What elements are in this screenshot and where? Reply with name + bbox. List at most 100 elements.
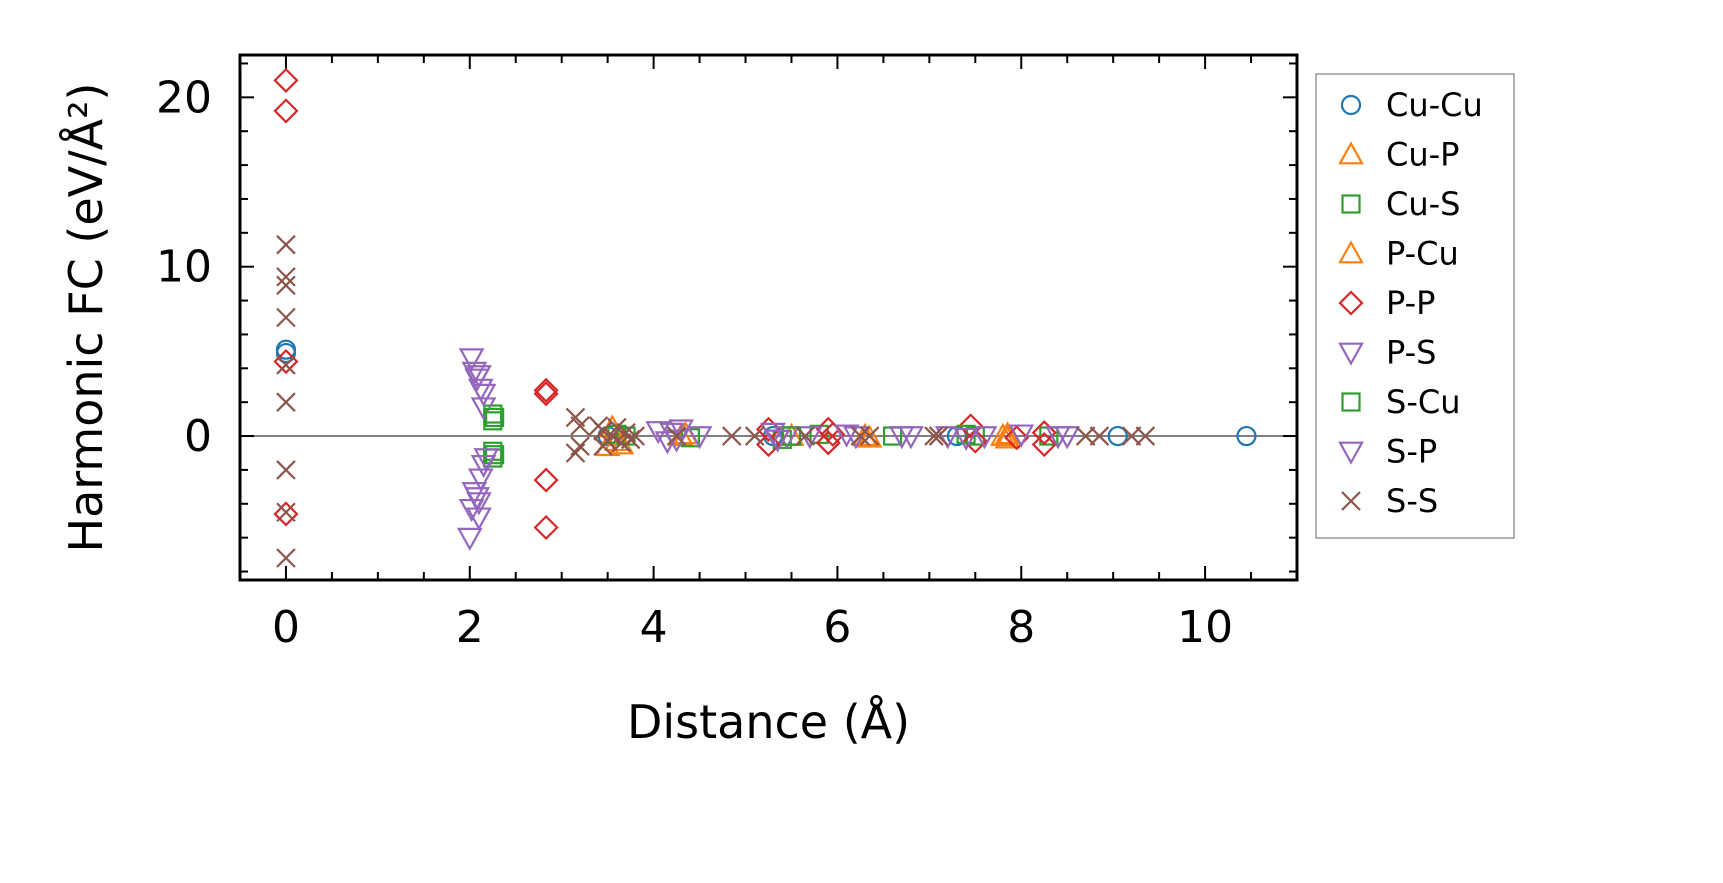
legend-label: S-Cu <box>1386 383 1460 421</box>
data-point <box>466 365 492 389</box>
data-point <box>533 381 559 407</box>
data-point <box>276 355 296 375</box>
data-point <box>833 424 860 448</box>
data-point <box>1107 425 1128 447</box>
data-point <box>275 342 297 364</box>
data-point <box>1008 424 1035 448</box>
data-point <box>593 436 613 456</box>
data-points <box>273 67 1257 568</box>
data-point <box>953 427 979 452</box>
data-point <box>764 429 791 453</box>
legend-label: P-P <box>1386 284 1435 322</box>
data-point <box>466 492 492 516</box>
data-point <box>809 424 829 444</box>
data-point <box>856 424 883 448</box>
legend-marker <box>1338 240 1364 264</box>
data-point <box>721 426 742 446</box>
legend-marker <box>1341 392 1361 412</box>
legend-label: Cu-P <box>1386 136 1459 174</box>
data-point <box>276 460 296 480</box>
legend-marker <box>1338 290 1364 316</box>
x-tick-label: 4 <box>640 602 668 653</box>
tick-labels: 0 2 4 6 8 10 0 10 20 <box>156 72 1233 653</box>
data-point <box>666 426 687 446</box>
data-point <box>1054 426 1081 450</box>
series-s-p <box>466 365 1081 531</box>
data-point <box>276 275 296 296</box>
legend: Cu-Cu Cu-P Cu-S P-Cu P-P P-S S-Cu S-P S-S <box>1315 73 1515 539</box>
plot-frame <box>238 53 1299 582</box>
data-point <box>273 67 299 93</box>
data-point <box>473 448 500 472</box>
data-point <box>483 411 503 431</box>
data-point <box>533 377 559 403</box>
data-point <box>755 416 782 442</box>
data-point <box>570 416 590 436</box>
legend-marker <box>1338 441 1364 465</box>
legend-item: P-S <box>1338 334 1436 372</box>
data-point <box>458 348 485 372</box>
data-point <box>928 426 949 446</box>
y-tick-label: 20 <box>156 72 212 123</box>
legend-item: S-P <box>1338 433 1437 471</box>
data-point <box>1031 431 1057 458</box>
x-tick-label: 6 <box>823 602 851 653</box>
plot-area: 0 2 4 6 8 10 0 10 20 <box>156 53 1299 653</box>
data-point <box>994 425 1021 449</box>
data-point <box>744 426 765 446</box>
legend-label: Cu-S <box>1386 185 1460 223</box>
data-point <box>533 467 559 493</box>
legend-marker <box>1338 141 1364 165</box>
y-axis-label: Harmonic FC (eV/Å²) <box>59 83 113 553</box>
legend-marker <box>1341 194 1361 214</box>
data-point <box>276 548 296 568</box>
data-point <box>276 307 296 328</box>
data-point <box>484 445 505 465</box>
data-point <box>994 421 1021 445</box>
data-point <box>570 436 590 456</box>
data-point <box>1135 426 1156 446</box>
x-axis-label: Distance (Å) <box>627 695 910 749</box>
data-point <box>533 514 559 541</box>
data-point <box>958 413 984 439</box>
data-point <box>924 426 944 446</box>
data-point <box>593 421 613 441</box>
data-point <box>607 417 627 438</box>
data-point <box>456 527 483 551</box>
data-point <box>1089 426 1110 446</box>
data-point <box>898 426 924 450</box>
data-point <box>1004 425 1030 451</box>
data-point <box>1075 426 1096 446</box>
legend-item: Cu-Cu <box>1340 86 1483 124</box>
x-tick-label: 2 <box>456 602 484 653</box>
data-point <box>484 407 505 428</box>
legend-label: Cu-Cu <box>1386 86 1483 124</box>
data-point <box>276 392 296 412</box>
data-point <box>1236 425 1257 447</box>
data-point <box>859 426 880 446</box>
series-s-s <box>276 234 1156 568</box>
legend-item: S-Cu <box>1341 383 1460 421</box>
legend-item: Cu-P <box>1338 136 1459 174</box>
data-point <box>276 267 296 287</box>
data-point <box>962 428 988 454</box>
legend-item: P-P <box>1338 284 1435 322</box>
data-point <box>1121 426 1142 446</box>
legend-item: S-S <box>1341 482 1438 520</box>
data-point <box>276 502 296 523</box>
data-point <box>815 430 841 456</box>
legend-item: Cu-S <box>1341 185 1460 223</box>
data-point <box>625 426 646 446</box>
data-point <box>795 426 816 446</box>
data-point <box>781 426 802 446</box>
data-point <box>273 501 299 527</box>
data-point <box>276 234 296 255</box>
data-point <box>466 507 492 531</box>
data-point <box>820 421 846 447</box>
data-point <box>686 426 713 450</box>
data-point <box>1031 420 1057 446</box>
y-tick-label: 10 <box>156 242 212 293</box>
y-tick-label: 0 <box>184 411 212 462</box>
x-tick-label: 0 <box>272 602 300 653</box>
